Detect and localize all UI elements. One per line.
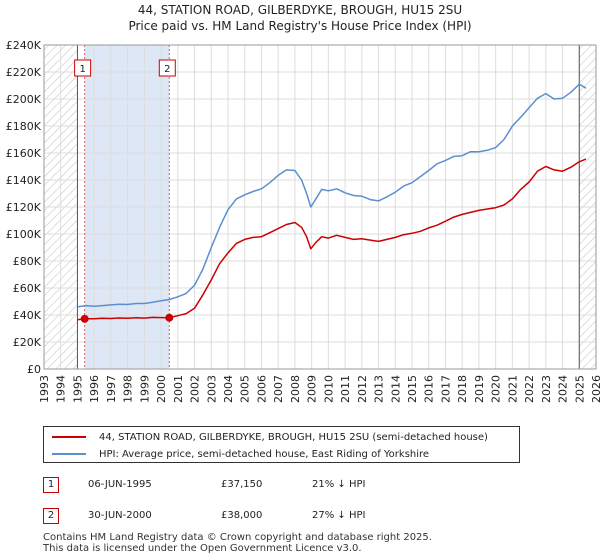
- sale-date: 06-JUN-1995: [88, 479, 152, 490]
- y-tick-label: £180K: [6, 120, 42, 133]
- x-tick-label: 2008: [289, 375, 302, 403]
- price-chart: 1 2 £0 £20K £40K £60K £80K £100K £120K £140K £160…: [6, 39, 600, 403]
- x-tick-label: 1993: [38, 375, 51, 403]
- sale-label-text: 1: [79, 64, 85, 75]
- legend-swatch-blue: [52, 453, 86, 455]
- plot-border: [43, 44, 597, 370]
- sale-price: £38,000: [221, 510, 263, 521]
- legend-label-hpi: HPI: Average price, semi-detached house,…: [99, 448, 430, 460]
- x-tick-label: 2017: [439, 375, 452, 403]
- sale-label-box: [158, 59, 176, 77]
- x-tick-label: 2001: [172, 375, 185, 403]
- y-tick-label: £140K: [6, 174, 42, 187]
- x-tick-label: 2022: [523, 375, 536, 403]
- x-tick-label: 2016: [423, 375, 436, 403]
- x-tick-label: 1998: [122, 375, 135, 403]
- y-tick-label: £80K: [13, 255, 42, 268]
- chart-subtitle: Price paid vs. HM Land Registry's House …: [128, 19, 472, 33]
- sale-hpi-delta: 27% ↓ HPI: [312, 510, 366, 521]
- y-tick-label: £100K: [6, 228, 42, 241]
- y-tick-label: £60K: [13, 282, 42, 295]
- sale-point: [80, 314, 89, 323]
- x-tick-label: 2025: [573, 375, 586, 403]
- legend-item-property: 44, STATION ROAD, GILBERDYKE, BROUGH, HU…: [52, 429, 488, 445]
- legend-label-property: 44, STATION ROAD, GILBERDYKE, BROUGH, HU…: [99, 431, 488, 443]
- sale-date: 30-JUN-2000: [88, 510, 152, 521]
- x-tick-label: 2021: [506, 375, 519, 403]
- footer-copyright: Contains HM Land Registry data © Crown c…: [43, 532, 432, 543]
- sale-number-badge: 1: [43, 477, 59, 493]
- sale-row: 1 06-JUN-1995 £37,150 21% ↓ HPI: [0, 477, 600, 497]
- chart-title: 44, STATION ROAD, GILBERDYKE, BROUGH, HU…: [137, 3, 463, 17]
- x-tick-label: 2010: [322, 375, 335, 403]
- x-tick-label: 2006: [255, 375, 268, 403]
- x-tick-label: 2019: [473, 375, 486, 403]
- sale-hpi-delta: 21% ↓ HPI: [312, 479, 366, 490]
- legend: 44, STATION ROAD, GILBERDYKE, BROUGH, HU…: [43, 426, 520, 463]
- x-tick-label: 1997: [105, 375, 118, 403]
- x-tick-label: 2012: [356, 375, 369, 403]
- x-tick-label: 2013: [373, 375, 386, 403]
- x-tick-label: 1994: [55, 375, 68, 403]
- x-tick-label: 1999: [138, 375, 151, 403]
- x-tick-label: 2023: [540, 375, 553, 403]
- x-tick-label: 2003: [205, 375, 218, 403]
- x-tick-label: 2026: [590, 375, 600, 403]
- x-tick-label: 2024: [557, 375, 570, 403]
- x-tick-label: 2018: [456, 375, 469, 403]
- x-tick-label: 2015: [406, 375, 419, 403]
- series-line-property: [77, 158, 587, 321]
- x-tick-label: 2002: [189, 375, 202, 403]
- sale-row: 2 30-JUN-2000 £38,000 27% ↓ HPI: [0, 508, 600, 528]
- x-tick-label: 2004: [222, 375, 235, 403]
- footer-licence: This data is licensed under the Open Gov…: [43, 543, 362, 554]
- legend-item-hpi: HPI: Average price, semi-detached house,…: [52, 446, 429, 462]
- sale-number-badge: 2: [43, 508, 59, 524]
- y-tick-label: £120K: [6, 201, 42, 214]
- y-tick-label: £40K: [13, 309, 42, 322]
- x-tick-label: 1996: [88, 375, 101, 403]
- y-tick-label: £20K: [13, 336, 42, 349]
- x-tick-label: 2011: [339, 375, 352, 403]
- legend-swatch-red: [52, 436, 86, 438]
- x-tick-label: 2005: [239, 375, 252, 403]
- y-tick-label: £220K: [6, 66, 42, 79]
- x-tick-label: 2000: [155, 375, 168, 403]
- x-tick-label: 2014: [389, 375, 402, 403]
- series-line-hpi: [77, 83, 587, 308]
- y-tick-label: £200K: [6, 93, 42, 106]
- y-tick-label: £0: [27, 363, 41, 376]
- sale-point: [165, 313, 174, 322]
- sale-label-box: [74, 59, 92, 77]
- x-tick-label: 2009: [306, 375, 319, 403]
- x-tick-label: 2020: [490, 375, 503, 403]
- sale-label-text: 2: [164, 64, 170, 75]
- x-tick-label: 2007: [272, 375, 285, 403]
- sale-price: £37,150: [221, 479, 263, 490]
- x-tick-label: 1995: [71, 375, 84, 403]
- y-tick-label: £240K: [6, 39, 42, 52]
- y-tick-label: £160K: [6, 147, 42, 160]
